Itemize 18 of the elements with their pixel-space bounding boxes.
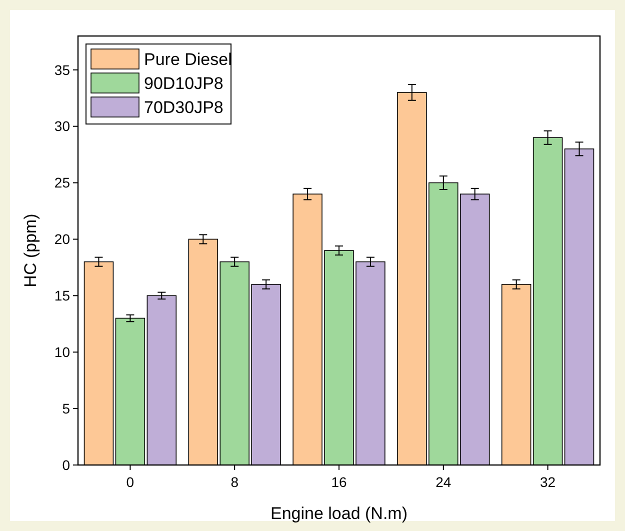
y-tick-label: 0 — [62, 456, 70, 473]
x-tick-label: 32 — [540, 474, 556, 490]
x-tick-label: 16 — [331, 474, 347, 490]
y-tick-label: 30 — [54, 118, 70, 134]
legend-label: Pure Diesel — [144, 50, 232, 69]
y-tick-label: 25 — [54, 174, 70, 191]
y-tick-label: 20 — [54, 231, 70, 248]
y-axis-title: HC (ppm) — [21, 214, 40, 288]
y-tick-label: 35 — [54, 62, 70, 78]
x-tick-label: 0 — [126, 474, 134, 490]
y-tick-label: 5 — [62, 400, 70, 416]
x-tick-label: 8 — [230, 474, 239, 490]
legend-label: 90D10JP8 — [144, 74, 224, 93]
x-axis-title: Engine load (N.m) — [270, 504, 408, 523]
y-tick-label: 15 — [54, 288, 70, 304]
y-tick-label: 10 — [54, 344, 70, 360]
x-tick-label: 24 — [436, 474, 452, 490]
legend-label: 70D30JP8 — [144, 98, 224, 117]
